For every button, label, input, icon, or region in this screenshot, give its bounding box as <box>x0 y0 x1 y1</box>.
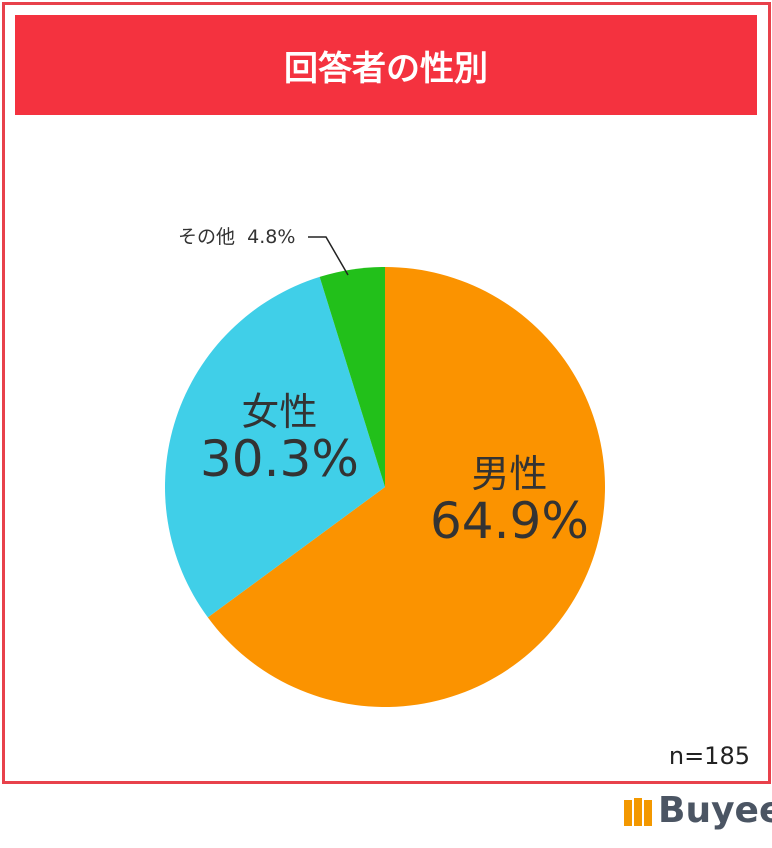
pie-slice-2 <box>319 267 385 487</box>
label-female-value: 30.3% <box>200 429 359 488</box>
logo-text: Buyee <box>658 790 772 831</box>
chart-title: 回答者の性別 <box>15 15 757 115</box>
sample-size-note: n=185 <box>668 742 750 770</box>
label-other: その他 4.8% <box>178 226 296 248</box>
label-other-value: 4.8% <box>247 226 296 248</box>
box-icon <box>624 797 652 826</box>
buyee-logo: Buyee <box>622 790 772 831</box>
label-female-name: 女性 <box>241 390 318 434</box>
pie-slice-1 <box>165 276 385 618</box>
label-female: 女性 30.3% <box>200 390 359 488</box>
label-male: 男性 64.9% <box>430 452 589 550</box>
label-male-name: 男性 <box>471 452 548 496</box>
pie-slice-0 <box>207 267 605 707</box>
chart-frame <box>2 2 771 784</box>
label-other-name: その他 <box>178 226 236 248</box>
label-male-value: 64.9% <box>430 491 589 550</box>
leader-line-other <box>308 236 349 276</box>
